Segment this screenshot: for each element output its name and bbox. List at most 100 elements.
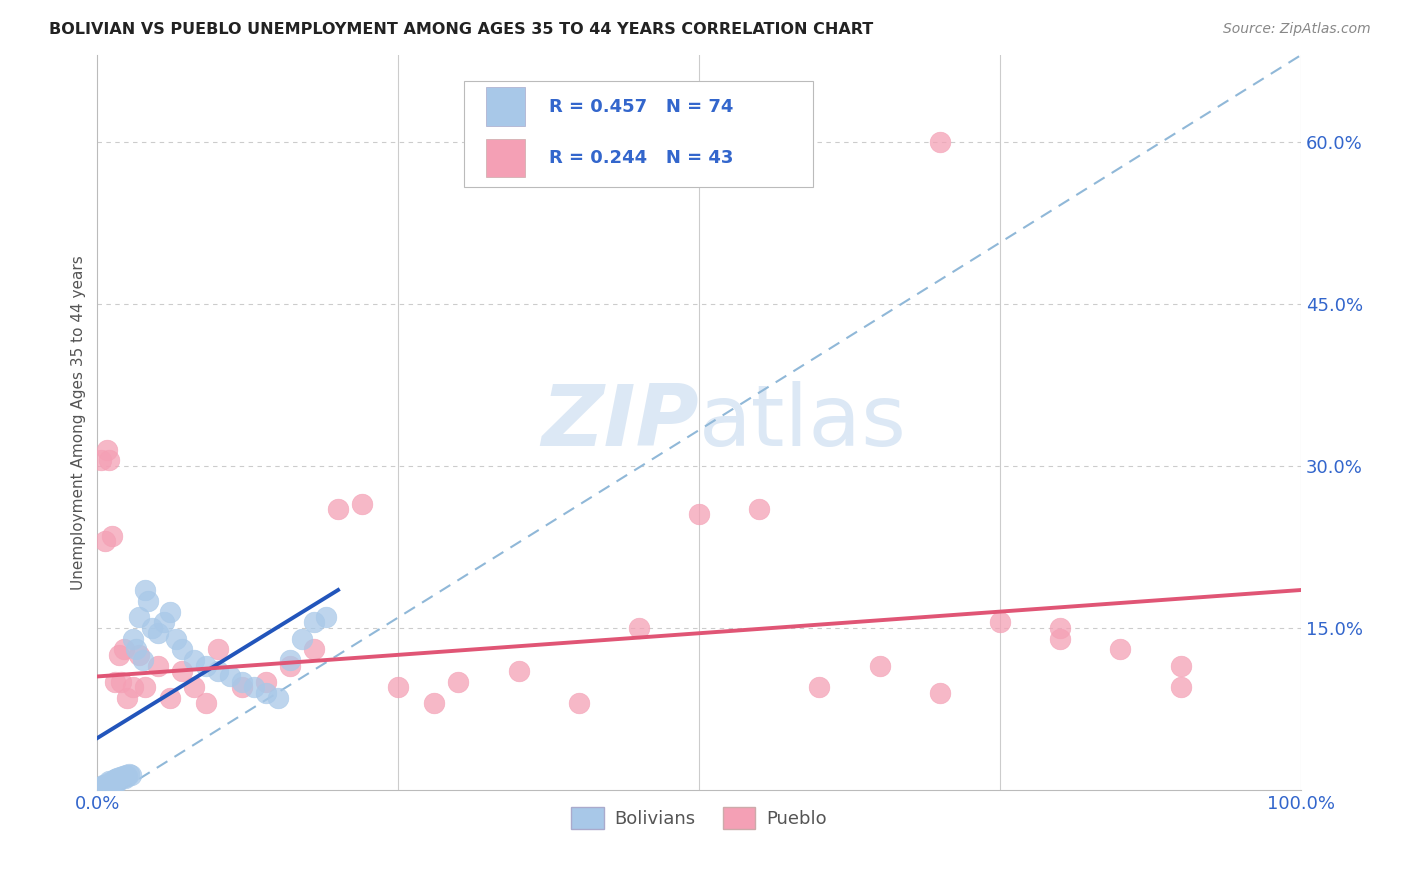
Point (141, 621, 163, 635)
Point (748, 502, 770, 516)
Point (100, 779, 122, 793)
Text: R = 0.244   N = 43: R = 0.244 N = 43 (548, 149, 733, 167)
Point (1109, 642, 1132, 657)
Point (243, 680, 266, 694)
Point (568, 697, 591, 711)
Point (91, 781, 114, 796)
Text: BOLIVIAN VS PUEBLO UNEMPLOYMENT AMONG AGES 35 TO 44 YEARS CORRELATION CHART: BOLIVIAN VS PUEBLO UNEMPLOYMENT AMONG AG… (49, 22, 873, 37)
Point (869, 658, 891, 673)
Point (98, 777, 121, 791)
Point (267, 691, 290, 706)
Point (91, 779, 114, 793)
Point (688, 508, 710, 522)
Point (170, 642, 193, 657)
Point (134, 582, 156, 597)
Text: Source: ZipAtlas.com: Source: ZipAtlas.com (1223, 22, 1371, 37)
Point (117, 769, 139, 783)
Point (125, 642, 148, 657)
Point (104, 774, 127, 789)
Legend: Bolivians, Pueblo: Bolivians, Pueblo (564, 799, 834, 836)
Point (112, 642, 135, 657)
Point (94, 777, 117, 791)
Point (352, 497, 374, 511)
Point (101, 775, 124, 789)
Point (107, 773, 129, 788)
Point (96, 442, 118, 457)
Point (207, 664, 229, 678)
Point (101, 779, 124, 793)
Point (1170, 680, 1192, 694)
Point (110, 674, 132, 689)
Point (165, 632, 187, 646)
Point (98, 780, 121, 794)
Point (111, 769, 134, 783)
Point (93, 780, 115, 794)
Point (231, 674, 253, 689)
Point (101, 529, 124, 543)
Point (93, 777, 115, 791)
Point (90, 780, 112, 794)
Point (105, 771, 128, 785)
Point (93, 534, 115, 549)
Point (302, 615, 325, 630)
Point (112, 770, 135, 784)
Point (136, 594, 159, 608)
Point (254, 686, 277, 700)
Point (96, 780, 118, 794)
Point (101, 777, 124, 791)
Point (291, 632, 314, 646)
Point (110, 771, 132, 785)
FancyBboxPatch shape (464, 81, 814, 187)
Point (146, 626, 169, 640)
Point (134, 680, 156, 694)
Point (183, 680, 205, 694)
Point (1049, 632, 1071, 646)
Point (928, 135, 950, 149)
Point (132, 653, 155, 667)
Point (97, 776, 120, 790)
Point (100, 776, 122, 790)
Point (152, 615, 174, 630)
Point (105, 775, 128, 789)
Point (146, 658, 169, 673)
Point (128, 610, 150, 624)
Point (627, 621, 650, 635)
Point (110, 770, 132, 784)
Point (89, 780, 111, 795)
Point (120, 768, 142, 782)
Y-axis label: Unemployment Among Ages 35 to 44 years: Unemployment Among Ages 35 to 44 years (72, 255, 86, 590)
Point (159, 605, 181, 619)
Point (103, 773, 125, 788)
Point (423, 697, 446, 711)
Point (114, 771, 136, 785)
Point (93, 780, 115, 794)
Point (117, 766, 139, 780)
Point (101, 774, 124, 789)
Point (128, 648, 150, 662)
Point (988, 615, 1011, 630)
Point (254, 674, 277, 689)
Bar (486, 87, 524, 126)
Point (207, 642, 229, 657)
Point (101, 776, 124, 790)
Point (1049, 621, 1071, 635)
Point (94, 780, 117, 795)
Point (104, 772, 127, 786)
Point (1170, 658, 1192, 673)
Point (928, 686, 950, 700)
Point (315, 610, 337, 624)
Point (194, 658, 217, 673)
Point (90, 453, 112, 467)
Point (90, 781, 112, 796)
Point (93, 780, 115, 795)
Point (218, 669, 240, 683)
Point (97, 780, 120, 795)
Point (96, 777, 118, 791)
Point (108, 648, 131, 662)
Point (122, 632, 145, 646)
Point (326, 502, 349, 516)
Point (194, 697, 217, 711)
Point (94, 781, 117, 796)
Point (231, 680, 253, 694)
Point (98, 774, 121, 789)
